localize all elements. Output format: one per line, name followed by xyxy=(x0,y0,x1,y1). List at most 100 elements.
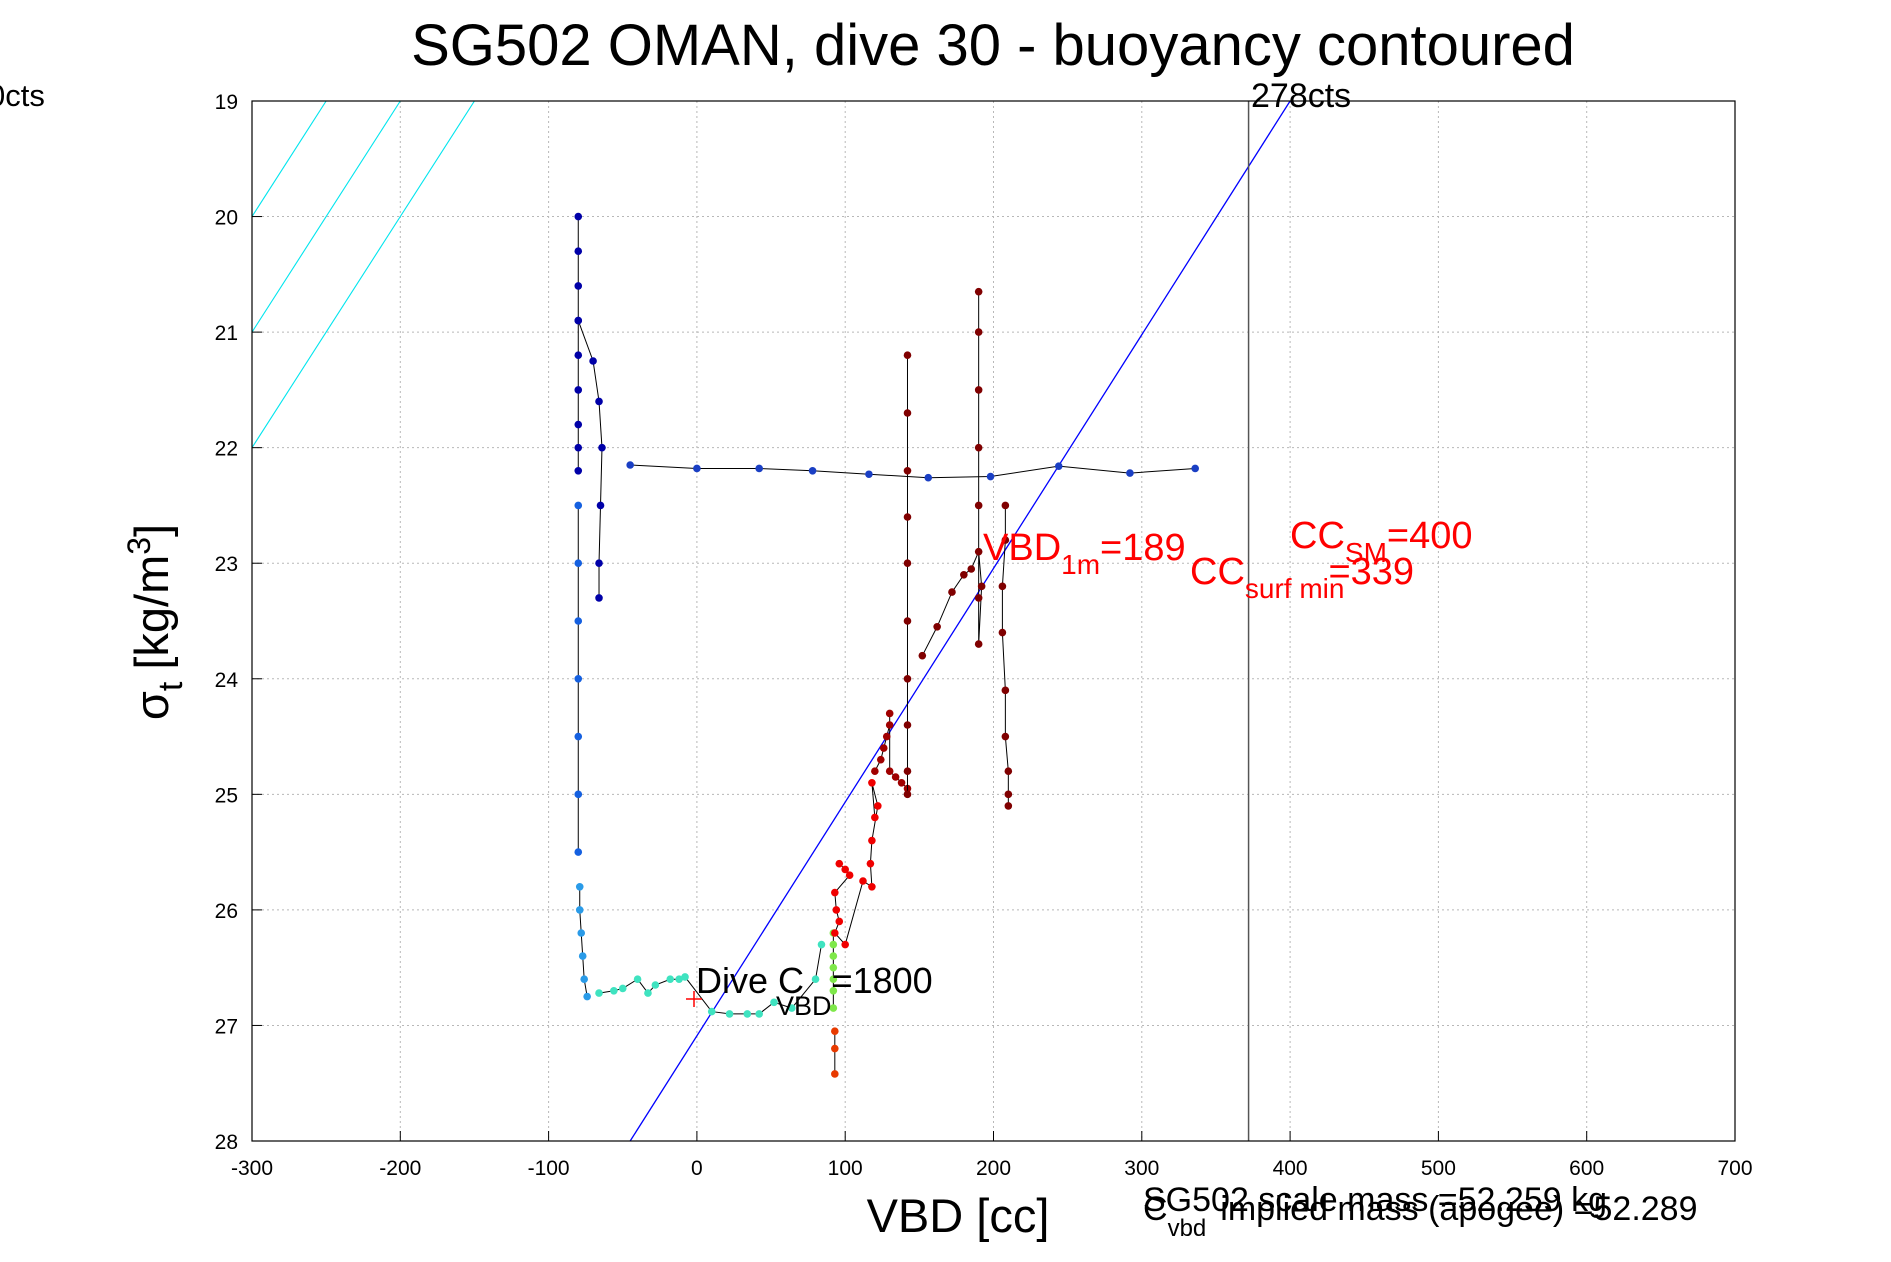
y-axis-label-close: ] xyxy=(125,524,178,537)
data-point xyxy=(903,721,912,729)
y-axis-ticks: 19 20 21 22 23 24 25 26 27 28 xyxy=(215,91,262,1154)
data-point xyxy=(808,466,817,475)
data-point xyxy=(897,778,906,787)
buoyancy-contour-line xyxy=(252,101,401,334)
y-tick-label: 21 xyxy=(215,322,238,345)
data-point xyxy=(882,732,891,741)
data-point xyxy=(832,906,841,914)
cc-sm-value: =400 xyxy=(1387,515,1473,557)
data-point xyxy=(574,790,583,799)
dive-cvbd-main: Dive C xyxy=(696,960,804,1001)
y-tick-label: 23 xyxy=(215,553,238,576)
buoyancy-contour-line xyxy=(0,101,104,1141)
data-point xyxy=(829,1004,838,1012)
data-point xyxy=(903,790,912,799)
svg-text:CCSM=400: CCSM=400 xyxy=(1290,515,1472,568)
data-point xyxy=(829,986,838,995)
cc-surf-min-value: =339 xyxy=(1328,551,1414,593)
data-point xyxy=(974,386,983,394)
data-point xyxy=(1001,536,1010,544)
data-point xyxy=(974,501,983,510)
buoyancy-contour-line xyxy=(0,101,30,1141)
data-point xyxy=(974,594,983,602)
x-tick-label: -100 xyxy=(528,1157,570,1180)
vbd-1m-value: =189 xyxy=(1100,527,1186,569)
y-axis-label: σt [kg/m3] xyxy=(121,524,190,720)
data-point xyxy=(574,386,583,394)
data-point xyxy=(574,559,583,568)
data-point xyxy=(933,622,941,631)
data-point xyxy=(891,773,900,781)
data-point xyxy=(583,992,591,1001)
data-point xyxy=(755,1010,763,1018)
data-point xyxy=(977,582,986,591)
data-point xyxy=(577,929,586,937)
data-point xyxy=(835,859,844,868)
data-point xyxy=(575,906,584,914)
data-point xyxy=(871,767,879,776)
data-point xyxy=(967,565,976,573)
data-point xyxy=(829,975,838,984)
data-point xyxy=(574,617,583,625)
data-point xyxy=(574,282,583,290)
data-point xyxy=(829,952,838,960)
implied-mass-sub: vbd xyxy=(1168,1215,1207,1242)
data-point xyxy=(743,1010,752,1018)
y-tick-label: 27 xyxy=(215,1015,238,1038)
cc-sm-annotation: CCSM=400 xyxy=(1290,515,1472,568)
vertical-line-label: 278cts xyxy=(1251,77,1351,115)
data-point xyxy=(974,547,983,556)
data-point xyxy=(868,882,876,891)
y-tick-label: 25 xyxy=(215,784,238,807)
y-axis-label-superscript: 3 xyxy=(121,537,157,555)
data-point xyxy=(903,513,912,521)
data-point xyxy=(903,617,912,625)
data-point xyxy=(960,570,968,579)
data-point xyxy=(871,813,879,822)
data-point xyxy=(580,975,588,984)
data-point xyxy=(817,940,826,949)
data-point xyxy=(574,848,583,856)
data-point xyxy=(1001,501,1010,510)
x-tick-label: 100 xyxy=(828,1157,863,1180)
series-trace-line xyxy=(874,713,908,789)
data-point xyxy=(874,802,882,810)
svg-text:σt[kg/m3]: σt [kg/m3] xyxy=(121,524,190,720)
data-point xyxy=(595,989,603,997)
data-point xyxy=(618,984,627,993)
x-tick-label: 700 xyxy=(1717,1157,1752,1180)
svg-text:VBD1m=189: VBD1m=189 xyxy=(983,527,1186,580)
data-point xyxy=(885,709,894,718)
data-point xyxy=(725,1010,734,1018)
data-point xyxy=(903,351,912,360)
data-point xyxy=(974,443,983,452)
data-point xyxy=(1126,469,1134,477)
data-point xyxy=(998,628,1007,637)
data-point xyxy=(693,464,701,473)
data-point xyxy=(574,316,583,325)
data-point xyxy=(675,975,683,984)
y-axis-label-symbol: σ xyxy=(125,691,178,720)
series-trace-line xyxy=(630,464,1196,479)
y-tick-label: 22 xyxy=(215,438,238,461)
chart-title: SG502 OMAN, dive 30 - buoyancy contoured xyxy=(411,13,1575,78)
data-point xyxy=(974,328,983,336)
x-tick-label: 400 xyxy=(1273,1157,1308,1180)
data-point xyxy=(589,357,597,365)
y-tick-label: 26 xyxy=(215,900,238,923)
x-axis-label: VBD [cc] xyxy=(867,1189,1050,1242)
data-point xyxy=(948,588,956,596)
implied-mass-annotation: Cvbd implied mass (apogee) =52.289 xyxy=(1143,1190,1698,1242)
x-tick-label: -300 xyxy=(231,1157,273,1180)
svg-text:Cvbdimplied mass (apogee) =52.: Cvbd implied mass (apogee) =52.289 xyxy=(1143,1190,1698,1242)
data-point xyxy=(831,1044,839,1053)
data-point xyxy=(610,986,618,995)
y-tick-label: 19 xyxy=(215,91,238,114)
data-point xyxy=(1004,767,1013,776)
svg-text:CCsurf min=339: CCsurf min=339 xyxy=(1190,551,1414,604)
data-point xyxy=(598,443,606,452)
data-point xyxy=(868,778,876,787)
data-point xyxy=(879,744,888,752)
data-point xyxy=(788,1004,796,1012)
data-point xyxy=(903,409,912,417)
